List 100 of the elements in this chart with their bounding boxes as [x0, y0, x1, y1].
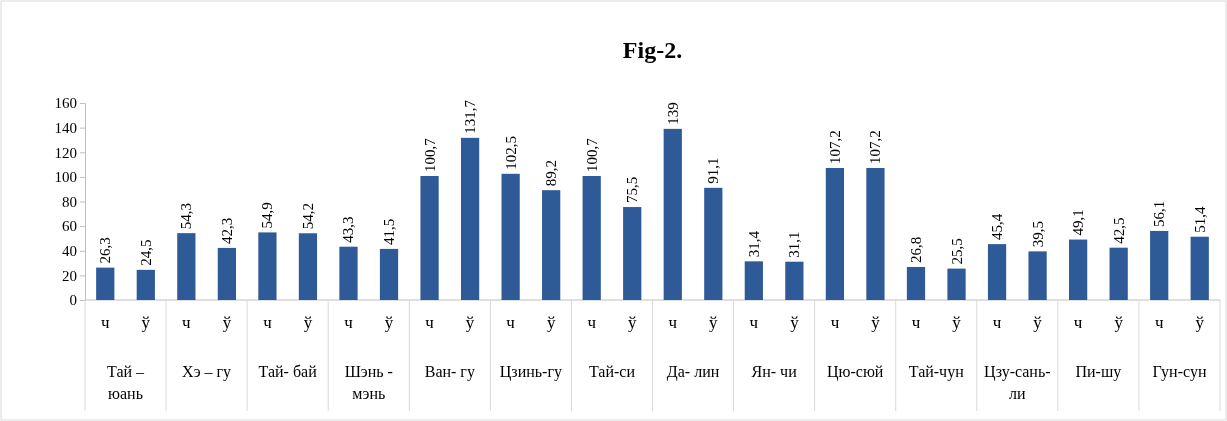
x-tick-label: ў	[141, 313, 151, 332]
x-tick-label: ч	[263, 313, 273, 332]
x-tick-label: ч	[992, 313, 1002, 332]
data-label: 54,9	[259, 202, 276, 229]
data-label: 31,4	[745, 230, 762, 258]
bar	[177, 233, 196, 300]
text: Тай- бай	[258, 363, 318, 380]
x-tick-label: ў	[546, 313, 556, 332]
text: Пи-шу	[1075, 363, 1122, 381]
text: Цзу-сань-ли	[984, 363, 1051, 402]
y-tick-label: 60	[62, 218, 77, 235]
bar	[501, 173, 520, 300]
bar	[623, 207, 642, 300]
data-label: 26,8	[907, 236, 924, 263]
x-tick-label: ў	[1033, 313, 1043, 332]
bar	[1028, 251, 1047, 300]
data-label: 31,1	[786, 231, 803, 258]
x-tick-label: ў	[1195, 313, 1205, 332]
bar	[420, 176, 439, 300]
x-tick-label: ў	[871, 313, 881, 332]
y-tick-label: 120	[54, 144, 77, 161]
x-tick-label: ў	[384, 313, 394, 332]
text: Гун-сун	[1152, 363, 1207, 381]
data-label: 49,1	[1070, 209, 1087, 236]
x-tick-label: ў	[952, 313, 962, 332]
y-tick-label: 160	[54, 95, 77, 112]
bar	[866, 168, 885, 300]
bar	[379, 248, 399, 300]
data-label: 51,4	[1191, 205, 1208, 233]
text: Шэнь - мэнь	[344, 363, 393, 402]
data-label: 24,5	[137, 239, 154, 266]
x-tick-label: ч	[911, 313, 921, 332]
x-tick-label: ч	[182, 313, 192, 332]
y-tick-label: 140	[54, 119, 77, 136]
x-tick-label: ў	[1114, 313, 1124, 332]
x-tick-label: ў	[627, 313, 637, 332]
data-label: 26,3	[97, 237, 114, 264]
data-label: 107,2	[867, 130, 884, 165]
data-label: 41,5	[381, 218, 398, 245]
data-label: 56,1	[1151, 200, 1168, 227]
x-tick-label: ч	[506, 313, 516, 332]
text: Тай-си	[588, 363, 636, 380]
bar	[339, 246, 358, 300]
text: Ян- чи	[751, 363, 798, 380]
data-label: 100,7	[583, 137, 600, 173]
x-tick-label: ч	[344, 313, 354, 332]
bar	[258, 232, 277, 300]
data-label: 100,7	[421, 137, 438, 173]
bar	[96, 267, 115, 300]
bar	[460, 137, 480, 300]
bar	[217, 247, 236, 300]
data-label: 42,5	[1110, 217, 1127, 244]
x-tick-label: ч	[425, 313, 435, 332]
x-tick-label: ў	[303, 313, 313, 332]
text: Тай – юань	[107, 363, 146, 402]
bar	[582, 176, 601, 300]
bar	[947, 268, 966, 300]
x-tick-label: ў	[709, 313, 719, 332]
data-label: 39,5	[1029, 221, 1046, 248]
x-tick-label: ч	[1073, 313, 1083, 332]
x-tick-label: ў	[465, 313, 475, 332]
bar	[704, 187, 723, 300]
data-label: 43,3	[340, 216, 357, 243]
data-label: 54,3	[178, 202, 195, 230]
data-label: 131,7	[462, 99, 479, 134]
bar	[906, 267, 926, 300]
data-label: 42,3	[218, 217, 235, 244]
y-tick-label: 40	[62, 243, 77, 260]
text: Ван- гу	[424, 363, 475, 381]
bar	[1109, 247, 1128, 300]
bar	[825, 168, 845, 300]
y-tick-label: 20	[62, 267, 77, 284]
y-tick-label: 0	[69, 292, 77, 309]
x-tick-label: ч	[749, 313, 759, 332]
x-tick-label: ч	[100, 313, 110, 332]
data-label: 102,5	[502, 136, 519, 170]
bar	[136, 269, 155, 300]
data-label: 107,2	[826, 130, 843, 165]
data-label: 25,5	[948, 238, 965, 265]
data-label: 54,2	[299, 203, 316, 230]
bar	[785, 261, 804, 300]
bar	[298, 233, 318, 300]
data-label: 45,4	[989, 213, 1006, 241]
y-tick-label: 80	[62, 193, 77, 210]
x-tick-label: ў	[222, 313, 232, 332]
x-tick-label: ч	[830, 313, 840, 332]
bar	[987, 244, 1007, 300]
data-label: 89,2	[543, 159, 560, 187]
y-tick-label: 100	[54, 169, 77, 186]
bar	[663, 128, 682, 300]
x-tick-label: ч	[668, 313, 678, 332]
bar	[542, 190, 561, 300]
text: Цю-сюй	[826, 363, 884, 381]
bar	[1150, 230, 1169, 300]
bar	[1190, 236, 1209, 300]
x-tick-label: ч	[1154, 313, 1164, 332]
bar	[1069, 239, 1088, 300]
text: Тай-чун	[908, 363, 965, 381]
text: Хэ – гу	[182, 363, 232, 381]
x-tick-label: ў	[790, 313, 800, 332]
